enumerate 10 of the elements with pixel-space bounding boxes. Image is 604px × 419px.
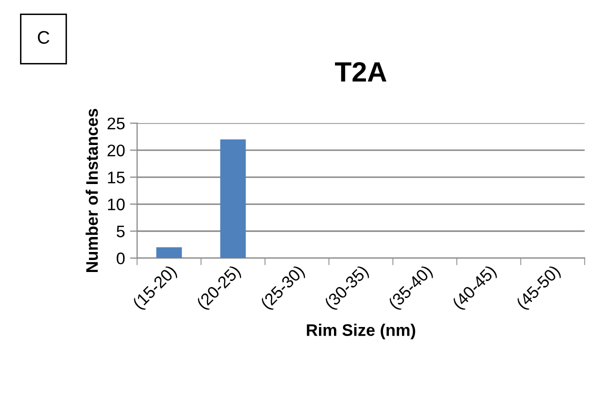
y-tick-label: 15 [108, 172, 125, 184]
y-tick-label: 20 [108, 144, 125, 156]
x-axis-title: Rim Size (nm) [306, 324, 416, 340]
chart-title: T2A [334, 62, 386, 82]
text: C [38, 31, 50, 44]
y-tick-label: 0 [116, 252, 125, 264]
y-tick-label: 25 [108, 118, 125, 130]
y-axis-title: Number of Instances [86, 108, 98, 272]
y-tick-label: 10 [108, 198, 125, 210]
y-tick-label: 5 [116, 226, 125, 238]
